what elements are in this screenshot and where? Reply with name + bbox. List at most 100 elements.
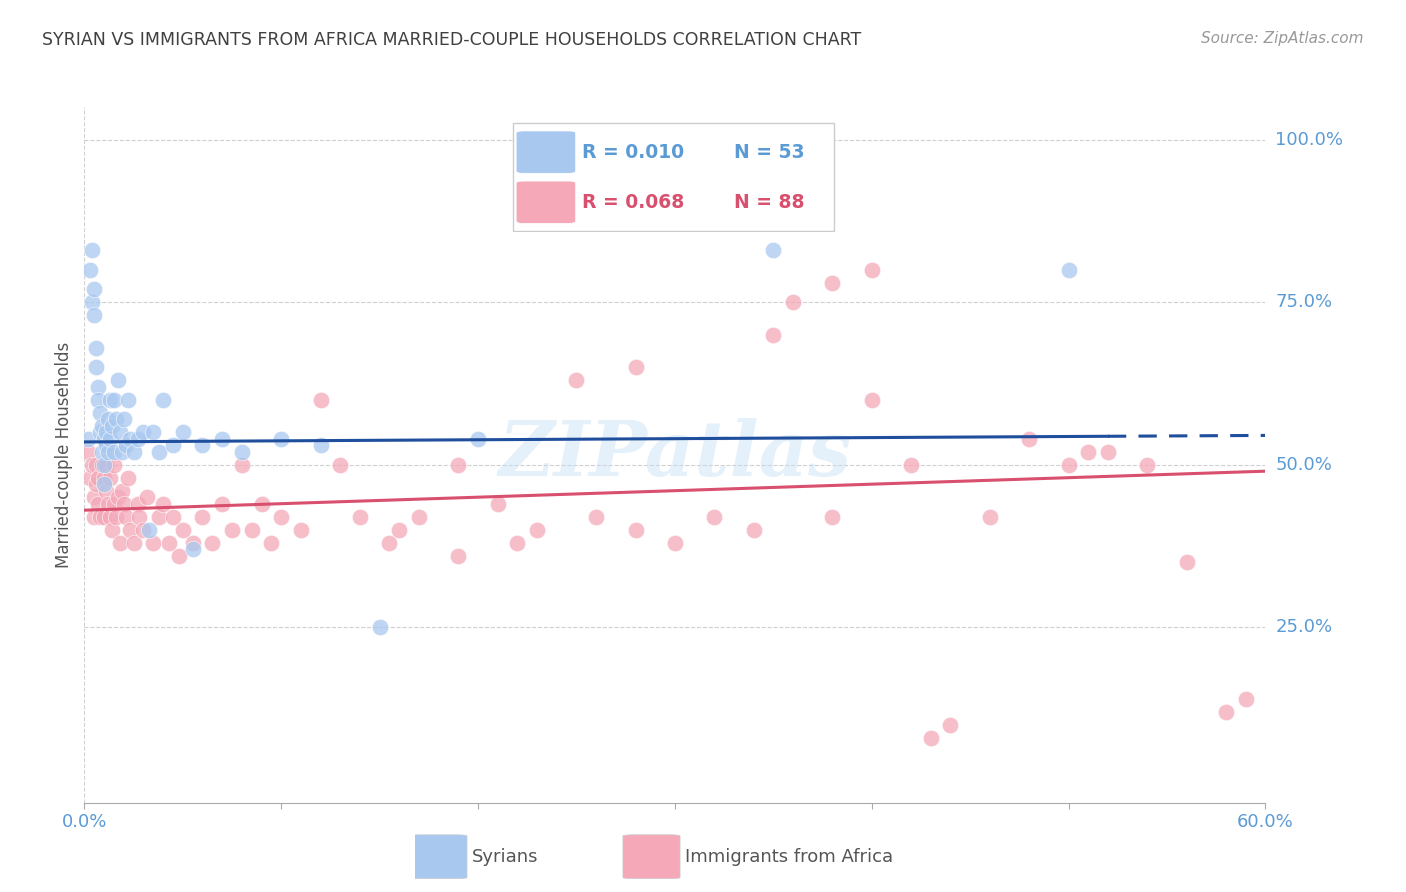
Point bbox=[79, 262, 101, 277]
Point bbox=[97, 497, 120, 511]
Text: 75.0%: 75.0% bbox=[1275, 293, 1333, 311]
Point bbox=[260, 535, 283, 549]
Point bbox=[101, 418, 124, 433]
Point bbox=[1057, 262, 1080, 277]
Point bbox=[221, 523, 243, 537]
Point bbox=[104, 412, 127, 426]
Point bbox=[103, 458, 125, 472]
Point bbox=[408, 509, 430, 524]
Point bbox=[97, 444, 120, 458]
Point bbox=[152, 497, 174, 511]
Point bbox=[98, 509, 121, 524]
Point bbox=[167, 549, 190, 563]
Point bbox=[107, 490, 129, 504]
Point bbox=[91, 418, 114, 433]
Point bbox=[1057, 458, 1080, 472]
Point bbox=[742, 523, 765, 537]
Point bbox=[309, 438, 332, 452]
Point bbox=[118, 523, 141, 537]
Point bbox=[132, 425, 155, 439]
Point bbox=[526, 523, 548, 537]
Point bbox=[447, 458, 470, 472]
Point bbox=[108, 535, 131, 549]
Point bbox=[162, 509, 184, 524]
Point bbox=[84, 477, 107, 491]
Point bbox=[486, 497, 509, 511]
Point bbox=[181, 535, 204, 549]
Point bbox=[231, 444, 253, 458]
Point bbox=[91, 444, 114, 458]
Point bbox=[148, 509, 170, 524]
Point bbox=[447, 549, 470, 563]
Text: ZIPatlas: ZIPatlas bbox=[498, 418, 852, 491]
Point bbox=[624, 360, 647, 375]
Point bbox=[762, 243, 785, 257]
Point bbox=[860, 392, 883, 407]
Point bbox=[101, 523, 124, 537]
Point bbox=[142, 425, 165, 439]
Point bbox=[114, 509, 136, 524]
Y-axis label: Married-couple Households: Married-couple Households bbox=[55, 342, 73, 568]
Point bbox=[98, 471, 121, 485]
Point bbox=[82, 458, 104, 472]
Point bbox=[111, 483, 134, 498]
Point bbox=[128, 509, 150, 524]
Point bbox=[368, 620, 391, 634]
Point bbox=[1077, 444, 1099, 458]
Point bbox=[270, 509, 292, 524]
Point bbox=[82, 295, 104, 310]
Point bbox=[103, 392, 125, 407]
Point bbox=[860, 262, 883, 277]
Point bbox=[122, 444, 145, 458]
Point bbox=[821, 276, 844, 290]
Point bbox=[172, 523, 194, 537]
Point bbox=[87, 471, 110, 485]
Point bbox=[920, 731, 942, 745]
Point bbox=[152, 392, 174, 407]
Point bbox=[84, 360, 107, 375]
Point bbox=[93, 432, 115, 446]
Point bbox=[191, 509, 214, 524]
Point bbox=[84, 458, 107, 472]
Point bbox=[103, 444, 125, 458]
Point bbox=[83, 490, 105, 504]
Point bbox=[157, 535, 180, 549]
Point bbox=[181, 542, 204, 557]
Point bbox=[378, 535, 401, 549]
Point bbox=[290, 523, 312, 537]
Point bbox=[117, 471, 139, 485]
Point bbox=[118, 432, 141, 446]
Point bbox=[91, 458, 114, 472]
Point bbox=[77, 444, 100, 458]
Point bbox=[250, 497, 273, 511]
Point bbox=[84, 341, 107, 355]
Point bbox=[94, 483, 117, 498]
Point bbox=[117, 392, 139, 407]
Point bbox=[506, 535, 529, 549]
Point bbox=[329, 458, 352, 472]
Text: Source: ZipAtlas.com: Source: ZipAtlas.com bbox=[1201, 31, 1364, 46]
Point bbox=[122, 535, 145, 549]
Point bbox=[1018, 432, 1040, 446]
Point bbox=[142, 535, 165, 549]
Point bbox=[111, 444, 134, 458]
Point bbox=[127, 432, 149, 446]
Point bbox=[93, 458, 115, 472]
Point bbox=[821, 509, 844, 524]
Point bbox=[87, 392, 110, 407]
Point bbox=[585, 509, 607, 524]
Point bbox=[136, 490, 159, 504]
Point bbox=[98, 392, 121, 407]
Point bbox=[703, 509, 725, 524]
Point bbox=[87, 497, 110, 511]
Point bbox=[89, 425, 111, 439]
Point bbox=[83, 308, 105, 322]
Point bbox=[565, 373, 588, 387]
Point bbox=[664, 535, 686, 549]
Point bbox=[148, 444, 170, 458]
Point bbox=[112, 412, 135, 426]
Point bbox=[97, 412, 120, 426]
Point bbox=[83, 282, 105, 296]
Point bbox=[349, 509, 371, 524]
Point bbox=[114, 438, 136, 452]
